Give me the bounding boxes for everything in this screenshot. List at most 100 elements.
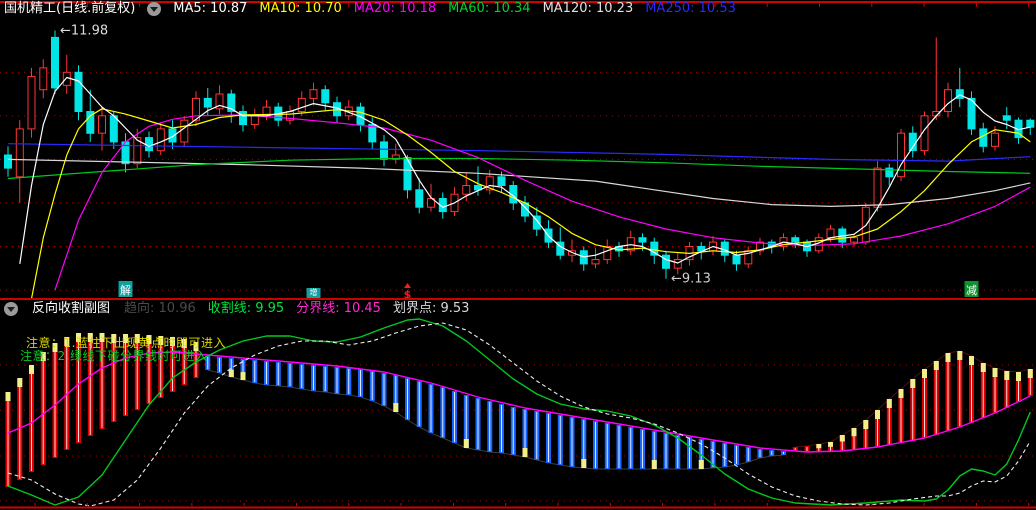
signal-dot <box>875 410 880 419</box>
candle <box>991 132 999 147</box>
signal-dot <box>898 389 904 398</box>
indicator-note-2: 注意：2.绿线下碰分界线时可进入 <box>20 349 208 363</box>
candle <box>86 111 95 134</box>
signal-dot <box>228 369 234 377</box>
chevron-down-icon[interactable] <box>4 302 18 316</box>
signal-dot <box>886 399 892 408</box>
candle <box>168 128 177 143</box>
candle <box>4 154 12 169</box>
indicator-field: 收割线: 9.95 <box>207 301 285 316</box>
signal-dot <box>980 363 986 372</box>
ma-line-MA60 <box>7 157 1031 180</box>
candle <box>591 259 600 265</box>
main-chart-header: 国机精工(日线.前复权) MA5: 10.87 MA10: 10.70 MA20: … <box>4 1 736 17</box>
candle <box>885 167 894 178</box>
ma-value: MA20: 10.18 <box>353 1 437 16</box>
price-annotation: ←11.98 <box>60 24 108 39</box>
signal-dot <box>5 392 11 401</box>
indicator-line-趋向 <box>7 322 1031 507</box>
signal-dot <box>957 351 963 360</box>
signal-dot <box>170 337 175 346</box>
candle <box>39 67 48 91</box>
candle <box>403 157 412 191</box>
signal-dot <box>123 334 128 343</box>
signal-dot <box>29 365 34 374</box>
event-marker: $ <box>404 288 412 300</box>
candlestick-chart[interactable]: ←11.98 ←9.13 解 增 $ 减 <box>0 0 1036 300</box>
signal-dot <box>969 356 974 365</box>
event-marker: 增 <box>310 287 318 297</box>
chevron-down-icon[interactable] <box>147 2 162 16</box>
candle <box>98 115 106 134</box>
candle <box>227 93 236 112</box>
indicator-field: 趋向: 10.96 <box>124 301 196 316</box>
signal-dot <box>193 342 199 351</box>
candle <box>156 128 165 152</box>
candle <box>51 36 59 89</box>
candle <box>203 97 212 108</box>
ma-value: MA60: 10.34 <box>448 1 531 16</box>
candle <box>109 115 118 143</box>
signal-dot <box>851 428 857 437</box>
candle <box>791 237 800 243</box>
candle <box>133 137 142 165</box>
candle <box>826 228 835 239</box>
signal-dot <box>910 379 916 388</box>
candle <box>15 128 24 178</box>
signal-dot <box>828 442 833 447</box>
candle <box>697 246 706 252</box>
candle <box>27 76 36 130</box>
candle <box>509 185 518 204</box>
candle <box>427 198 435 208</box>
candle <box>1026 119 1035 128</box>
candle <box>532 215 541 230</box>
indicator-field: 分界线: 10.45 <box>296 301 381 316</box>
signal-dot <box>581 459 587 468</box>
ma-values: MA5: 10.87 MA10: 10.70 MA20: 10.18 MA60: 10… <box>173 1 736 17</box>
event-marker-box <box>306 288 321 298</box>
candle <box>955 89 964 99</box>
signal-dot <box>1004 371 1010 380</box>
event-marker: 解 <box>120 283 131 297</box>
indicator-subchart[interactable] <box>0 300 1036 510</box>
indicator-field: 划界点: 9.53 <box>392 301 470 316</box>
indicator-title: 反向收割副图 <box>32 301 111 316</box>
signal-dot <box>839 435 845 442</box>
candle <box>215 93 224 110</box>
candle <box>662 254 670 269</box>
ma-line-MA250 <box>7 143 1031 162</box>
candle <box>1002 115 1011 121</box>
ma-value: MA250: 10.53 <box>645 1 736 16</box>
panel-separator[interactable] <box>0 298 1036 300</box>
ma-value: MA10: 10.70 <box>259 1 342 16</box>
signal-dot <box>158 336 164 345</box>
ma-line-MA20 <box>54 114 1031 291</box>
candle <box>485 176 494 191</box>
signal-dot <box>99 333 105 342</box>
signal-dot <box>40 352 46 361</box>
candle <box>944 89 952 112</box>
candle <box>967 97 976 130</box>
candle <box>756 241 764 252</box>
candle <box>309 89 318 99</box>
signal-dot <box>240 372 246 380</box>
candle <box>239 111 247 126</box>
ma-line-MA5 <box>19 76 1031 264</box>
candle <box>497 176 506 187</box>
indicator-note-1: 注意：1.蓝柱下出现黄点时即可进入 <box>26 336 226 350</box>
ma-value: MA120: 10.23 <box>542 1 634 16</box>
candle <box>297 97 306 113</box>
envelope-lower <box>207 369 784 470</box>
signal-dot <box>863 420 869 429</box>
candle <box>603 246 612 261</box>
indicator-values: 趋向: 10.96 收割线: 9.95 分界线: 10.45 划界点: 9.53 <box>124 301 469 317</box>
signal-dot <box>945 353 951 362</box>
event-marker: 减 <box>966 284 977 297</box>
signal-dot <box>181 339 187 348</box>
candle <box>74 71 83 113</box>
candle <box>321 89 330 104</box>
candle <box>192 97 200 121</box>
signal-dot <box>1016 372 1021 381</box>
candle <box>180 119 189 143</box>
signal-dot <box>698 460 704 469</box>
